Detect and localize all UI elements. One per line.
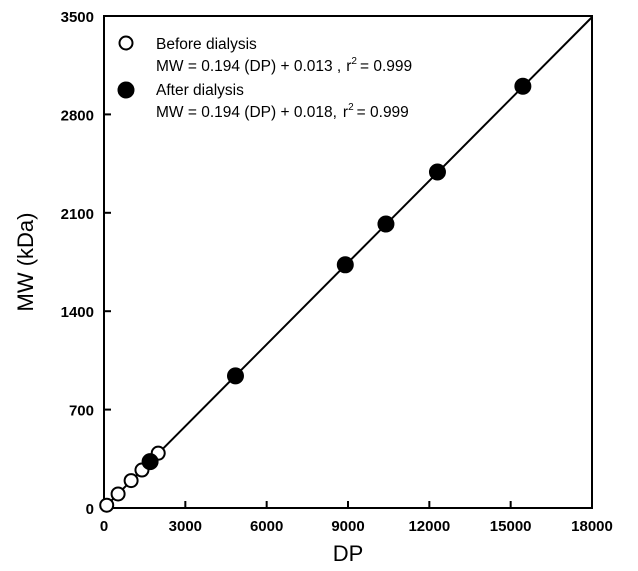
data-points <box>99 77 532 513</box>
before-dialysis-point <box>99 497 115 513</box>
y-axis-title: MW (kDa) <box>13 213 38 312</box>
legend-label-before: Before dialysis <box>156 36 257 53</box>
r2-after-value: = 0.999 <box>357 104 409 121</box>
r2-before-sup: 2 <box>351 56 357 67</box>
y-tick-label: 3500 <box>61 9 94 26</box>
x-tick-label: 15000 <box>490 518 532 535</box>
legend-marker-after <box>117 81 135 99</box>
legend-equation-before: MW = 0.194 (DP) + 0.013 , r2 = 0.999 <box>156 56 412 75</box>
x-tick-label: 9000 <box>331 518 364 535</box>
before-dialysis-point <box>123 473 139 489</box>
legend-equation-after: MW = 0.194 (DP) + 0.018, r2 = 0.999 <box>156 102 409 121</box>
x-tick-label: 18000 <box>571 518 613 535</box>
y-axis-ticks: 0 700 1400 2100 2800 3500 <box>61 9 111 518</box>
x-axis-title: DP <box>333 541 364 566</box>
x-axis-ticks: 0 3000 6000 9000 12000 15000 18000 <box>100 501 613 535</box>
r2-before-r: r <box>346 58 351 75</box>
r2-before-value: = 0.999 <box>360 58 412 75</box>
legend-label-after: After dialysis <box>156 82 244 99</box>
y-tick-label: 1400 <box>61 304 94 321</box>
legend: Before dialysis MW = 0.194 (DP) + 0.013 … <box>117 35 412 121</box>
x-tick-label: 0 <box>100 518 108 535</box>
after-dialysis-point <box>428 163 446 181</box>
x-tick-label: 6000 <box>250 518 283 535</box>
x-tick-label: 3000 <box>169 518 202 535</box>
y-tick-label: 700 <box>69 403 94 420</box>
x-tick-label: 12000 <box>408 518 450 535</box>
after-dialysis-point <box>141 453 159 471</box>
r2-after-sup: 2 <box>348 102 354 113</box>
after-dialysis-point <box>226 367 244 385</box>
legend-marker-before <box>118 35 134 51</box>
y-tick-label: 2100 <box>61 206 94 223</box>
equation-after: MW = 0.194 (DP) + 0.018, <box>156 104 337 121</box>
after-dialysis-point <box>336 256 354 274</box>
after-dialysis-point <box>514 77 532 95</box>
r2-after-r: r <box>343 104 348 121</box>
y-tick-label: 2800 <box>61 107 94 124</box>
before-dialysis-point <box>110 486 126 502</box>
after-dialysis-point <box>377 215 395 233</box>
y-tick-label: 0 <box>86 501 94 518</box>
equation-before: MW = 0.194 (DP) + 0.013 , <box>156 58 341 75</box>
plot-area: 0 3000 6000 9000 12000 15000 18000 0 700 1400 210… <box>61 9 613 535</box>
